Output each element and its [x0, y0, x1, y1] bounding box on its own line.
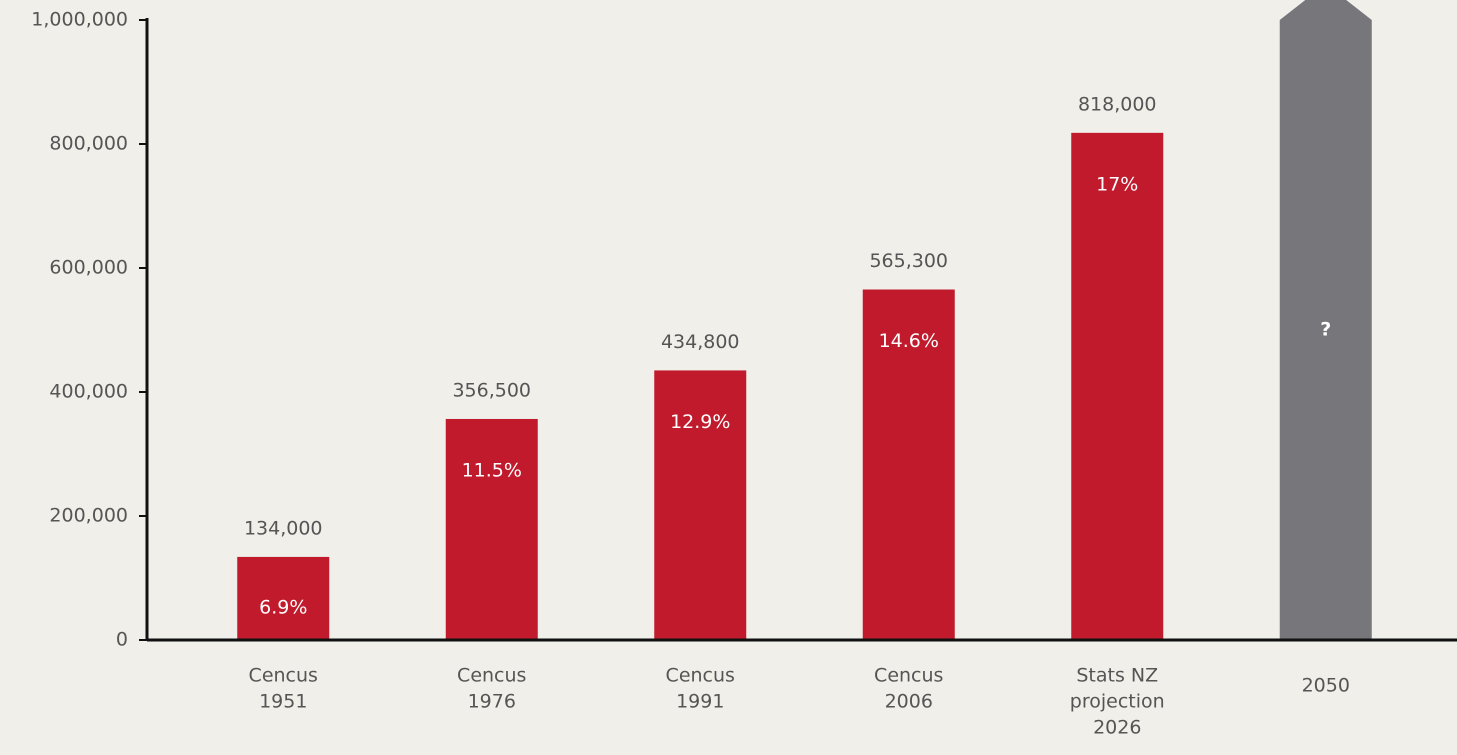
- x-tick-label: 2050: [1302, 675, 1350, 697]
- y-tick-label: 600,000: [49, 257, 128, 279]
- share-label: 11.5%: [462, 459, 522, 481]
- y-tick-label: 0: [116, 629, 128, 651]
- bar: [1071, 132, 1164, 640]
- value-label: 134,000: [244, 517, 323, 539]
- unknown-label: ?: [1320, 319, 1331, 341]
- x-tick-label: 2026: [1093, 717, 1141, 739]
- unknown-arrow: [1279, 0, 1372, 640]
- share-label: 6.9%: [259, 597, 307, 619]
- x-tick-label: 1991: [676, 691, 724, 713]
- x-tick-label: Cencus: [249, 665, 318, 687]
- x-tick-label: Cencus: [666, 665, 735, 687]
- y-tick-label: 200,000: [49, 505, 128, 527]
- share-label: 14.6%: [879, 330, 939, 352]
- x-tick-label: Cencus: [457, 665, 526, 687]
- bar: [445, 418, 538, 640]
- share-label: 12.9%: [670, 411, 730, 433]
- value-label: 818,000: [1078, 93, 1157, 115]
- y-tick-label: 400,000: [49, 381, 128, 403]
- x-tick-label: Cencus: [874, 665, 943, 687]
- x-tick-label: projection: [1070, 691, 1165, 713]
- x-tick-label: 2006: [885, 691, 933, 713]
- bar: [237, 556, 330, 640]
- value-label: 565,300: [869, 250, 948, 272]
- value-label: 434,800: [661, 331, 740, 353]
- y-tick-label: 1,000,000: [31, 9, 128, 31]
- y-tick-label: 800,000: [49, 133, 128, 155]
- bar: [862, 289, 955, 640]
- x-tick-label: 1951: [259, 691, 307, 713]
- x-tick-label: 1976: [468, 691, 516, 713]
- value-label: 356,500: [452, 379, 531, 401]
- x-tick-label: Stats NZ: [1076, 665, 1158, 687]
- bar: [654, 370, 747, 640]
- share-label: 17%: [1096, 173, 1138, 195]
